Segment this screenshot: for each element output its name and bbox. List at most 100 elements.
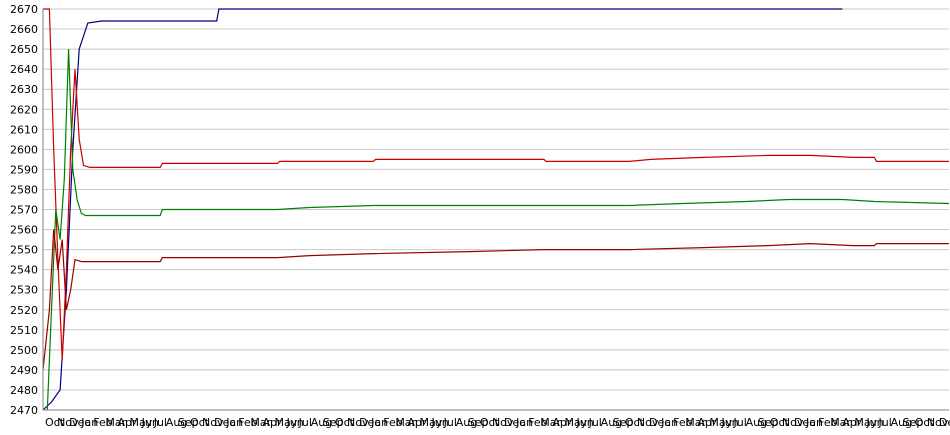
y-tick-label: 2670 (10, 3, 38, 16)
x-tick-label: May (419, 416, 442, 429)
x-tick-label: Mar (395, 416, 416, 429)
y-tick-label: 2590 (10, 163, 38, 176)
x-tick-label: Aug (166, 416, 187, 429)
x-tick-label: Jan (515, 416, 533, 429)
x-tick-label: Nov (57, 416, 79, 429)
x-tick-label: Mar (540, 416, 561, 429)
x-tick-label: Dec (214, 416, 235, 429)
x-tick-label: Aug (746, 416, 767, 429)
x-tick-label: Jun (141, 416, 159, 429)
x-tick-label: Dec (504, 416, 525, 429)
x-tick-label: Mar (685, 416, 706, 429)
x-tick-label: Oct (625, 416, 645, 429)
x-tick-label: Sep (323, 416, 344, 429)
x-tick-label: Nov (492, 416, 514, 429)
x-tick-label: Jul (298, 416, 312, 429)
y-tick-label: 2620 (10, 103, 38, 116)
x-tick-label: Jun (865, 416, 883, 429)
x-tick-label: Jan (80, 416, 98, 429)
x-tick-label: Aug (891, 416, 912, 429)
x-tick-label: Sep (613, 416, 634, 429)
series-lines (42, 8, 950, 411)
x-tick-label: Apr (842, 416, 862, 429)
y-tick-label: 2600 (10, 143, 38, 156)
y-tick-label: 2490 (10, 364, 38, 377)
x-tick-label: Oct (190, 416, 210, 429)
y-tick-label: 2560 (10, 224, 38, 237)
x-tick-label: Sep (468, 416, 489, 429)
x-tick-label: Jul (878, 416, 892, 429)
y-tick-label: 2630 (10, 83, 38, 96)
x-tick-label: May (709, 416, 732, 429)
y-tick-label: 2500 (10, 344, 38, 357)
x-tick-label: Oct (770, 416, 790, 429)
y-tick-label: 2480 (10, 384, 38, 397)
x-tick-label: Aug (601, 416, 622, 429)
x-tick-label: Jun (720, 416, 738, 429)
y-axis-tick-labels: 2470 2480 2490 2500 2510 2520 2530 2540 2550 2560… (10, 3, 38, 417)
x-tick-label: Nov (637, 416, 659, 429)
y-tick-label: 2570 (10, 204, 38, 217)
x-tick-label: Feb (528, 416, 547, 429)
x-tick-label: Jun (431, 416, 449, 429)
x-tick-label: Feb (673, 416, 692, 429)
series-line-2 (43, 8, 949, 360)
y-tick-label: 2640 (10, 63, 38, 76)
x-tick-label: Oct (335, 416, 355, 429)
x-tick-label: Jul (588, 416, 602, 429)
x-tick-label: Oct (45, 416, 65, 429)
x-tick-label: Oct (915, 416, 935, 429)
y-tick-label: 2550 (10, 244, 38, 257)
x-tick-label: May (564, 416, 587, 429)
x-tick-label: May (130, 416, 153, 429)
x-tick-label: Dec (649, 416, 670, 429)
x-tick-label: Sep (178, 416, 199, 429)
x-tick-label: Nov (202, 416, 224, 429)
x-tick-label: Dec (794, 416, 815, 429)
y-tick-label: 2650 (10, 43, 38, 56)
x-axis-tick-labels: OctNovDecJanFebMarAprMayJunJulAugSepOctN… (45, 416, 950, 429)
x-tick-label: Jan (805, 416, 823, 429)
x-tick-label: Dec (69, 416, 90, 429)
x-tick-label: Apr (117, 416, 137, 429)
y-tick-label: 2530 (10, 284, 38, 297)
y-tick-label: 2580 (10, 183, 38, 196)
x-tick-label: Oct (480, 416, 500, 429)
x-tick-label: Sep (903, 416, 924, 429)
y-tick-label: 2540 (10, 264, 38, 277)
x-tick-label: May (275, 416, 298, 429)
x-tick-label: Mar (105, 416, 126, 429)
series-line-1 (42, 8, 843, 411)
y-tick-label: 2660 (10, 23, 38, 36)
x-tick-label: Apr (697, 416, 717, 429)
x-tick-label: Apr (552, 416, 572, 429)
x-tick-label: Jan (370, 416, 388, 429)
x-tick-label: Feb (818, 416, 837, 429)
series-line-4 (42, 229, 949, 370)
x-tick-label: Mar (250, 416, 271, 429)
x-tick-label: Dec (939, 416, 950, 429)
x-tick-label: Sep (758, 416, 779, 429)
x-tick-label: Feb (238, 416, 257, 429)
x-tick-label: Apr (407, 416, 427, 429)
x-tick-label: Jul (443, 416, 457, 429)
x-tick-label: Jan (225, 416, 243, 429)
x-tick-label: Jun (286, 416, 304, 429)
x-tick-label: Nov (347, 416, 369, 429)
series-line-3 (46, 49, 950, 411)
y-tick-label: 2610 (10, 123, 38, 136)
x-tick-label: Jul (733, 416, 747, 429)
x-tick-label: Dec (359, 416, 380, 429)
x-tick-label: Jun (576, 416, 594, 429)
y-tick-label: 2470 (10, 404, 38, 417)
x-tick-label: Feb (383, 416, 402, 429)
y-tick-label: 2510 (10, 324, 38, 337)
x-tick-label: May (854, 416, 877, 429)
x-tick-label: Aug (311, 416, 332, 429)
x-tick-label: Jul (153, 416, 167, 429)
x-tick-label: Nov (927, 416, 949, 429)
x-tick-label: Jan (660, 416, 678, 429)
x-tick-label: Aug (456, 416, 477, 429)
x-tick-label: Mar (830, 416, 851, 429)
